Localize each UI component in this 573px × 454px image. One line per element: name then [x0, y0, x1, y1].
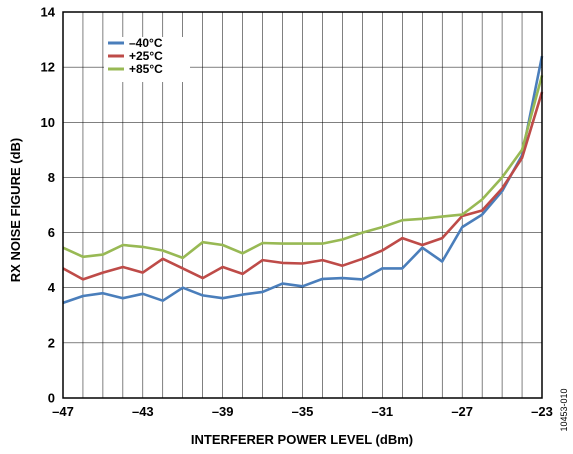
x-tick-label: –43: [132, 404, 154, 419]
x-tick-label: –31: [371, 404, 393, 419]
legend-label: +85°C: [129, 62, 163, 76]
legend: –40°C+25°C+85°C: [104, 36, 190, 82]
x-tick-label: –39: [212, 404, 234, 419]
series-line: [62, 75, 544, 260]
y-tick-label: 6: [48, 225, 55, 240]
y-axis-label: RX NOISE FIGURE (dB): [8, 138, 23, 282]
legend-label: +25°C: [129, 49, 163, 63]
x-axis-ticks: –47 –43 –39 –35 –31 –27 –23: [52, 404, 553, 419]
y-tick-label: 12: [41, 60, 55, 75]
y-tick-label: 8: [48, 170, 55, 185]
y-tick-label: 10: [41, 115, 55, 130]
x-tick-label: –27: [451, 404, 473, 419]
plot-frame: [62, 11, 543, 399]
y-tick-label: 4: [48, 280, 56, 295]
x-tick-label: –23: [531, 404, 553, 419]
y-tick-label: 2: [48, 335, 55, 350]
series-line: [62, 91, 544, 281]
y-axis-ticks: 0 2 4 6 8 10 12 14: [41, 5, 56, 406]
y-tick-label: 14: [41, 5, 56, 20]
x-axis-label: INTERFERER POWER LEVEL (dBm): [191, 432, 413, 447]
x-tick-label: –47: [52, 404, 74, 419]
y-tick-label: 0: [48, 391, 55, 406]
legend-label: –40°C: [129, 36, 163, 50]
figure-id: 10453-010: [559, 388, 569, 431]
series-line: [62, 55, 544, 305]
series-lines: [62, 55, 544, 305]
x-tick-label: –35: [292, 404, 314, 419]
